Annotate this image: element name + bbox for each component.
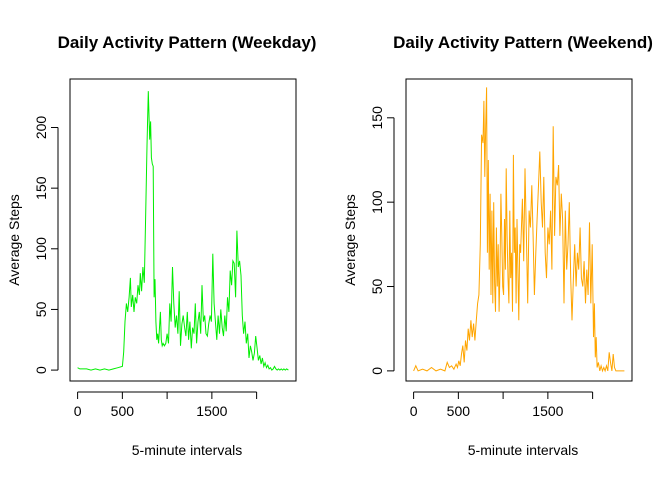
weekend-chart: Daily Activity Pattern (Weekend) 5-minut… — [342, 33, 653, 458]
plot-frame — [405, 78, 633, 382]
series-line — [77, 91, 289, 371]
y-tick-label: 100 — [33, 237, 49, 261]
y-axis: 0 50 100 150 — [369, 106, 395, 375]
plot-frame — [69, 78, 297, 382]
x-tick-label: 0 — [410, 403, 418, 419]
chart-title: Daily Activity Pattern (Weekday) — [58, 33, 317, 52]
x-tick-label: 1500 — [196, 403, 227, 419]
y-tick-label: 200 — [33, 116, 49, 140]
y-axis: 0 50 100 150 200 — [33, 116, 59, 374]
chart-title: Daily Activity Pattern (Weekend) — [393, 33, 653, 52]
x-tick-label: 0 — [74, 403, 82, 419]
x-tick-label: 1500 — [532, 403, 563, 419]
weekday-chart: Daily Activity Pattern (Weekday) 5-minut… — [6, 33, 316, 458]
x-axis: 0 500 1500 — [74, 391, 258, 419]
y-axis-label: Average Steps — [6, 194, 22, 286]
x-axis-label: 5-minute intervals — [468, 442, 579, 458]
y-tick-label: 150 — [33, 176, 49, 200]
x-tick-label: 500 — [111, 403, 135, 419]
y-tick-label: 50 — [369, 279, 385, 295]
y-tick-label: 50 — [33, 301, 49, 317]
x-axis-label: 5-minute intervals — [132, 442, 243, 458]
y-tick-label: 150 — [369, 106, 385, 130]
x-tick-label: 500 — [447, 403, 471, 419]
y-tick-label: 0 — [33, 366, 49, 374]
y-tick-label: 0 — [369, 367, 385, 375]
y-tick-label: 100 — [369, 190, 385, 214]
x-axis: 0 500 1500 — [410, 391, 594, 419]
series-line — [413, 87, 625, 373]
y-axis-label: Average Steps — [342, 194, 358, 286]
